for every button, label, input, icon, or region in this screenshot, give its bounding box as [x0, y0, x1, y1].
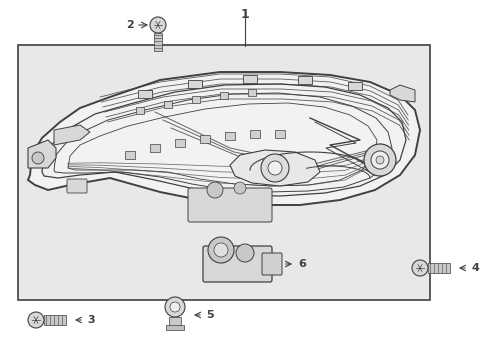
Polygon shape	[28, 72, 420, 205]
Bar	[248, 89, 256, 96]
Circle shape	[412, 260, 428, 276]
Bar	[166, 325, 184, 330]
Polygon shape	[230, 150, 320, 186]
FancyBboxPatch shape	[203, 246, 272, 282]
Bar	[243, 75, 257, 83]
Circle shape	[234, 182, 246, 194]
Polygon shape	[54, 125, 90, 145]
Circle shape	[376, 156, 384, 164]
Text: 6: 6	[298, 259, 306, 269]
Circle shape	[208, 237, 234, 263]
Circle shape	[371, 151, 389, 169]
Bar	[150, 144, 160, 152]
Circle shape	[150, 17, 166, 33]
Bar	[136, 107, 144, 114]
Bar	[192, 96, 200, 103]
Circle shape	[207, 182, 223, 198]
Circle shape	[261, 154, 289, 182]
Circle shape	[32, 152, 44, 164]
Text: 5: 5	[206, 310, 214, 320]
Text: 4: 4	[471, 263, 479, 273]
Bar	[164, 101, 172, 108]
Circle shape	[165, 297, 185, 317]
Bar	[428, 263, 450, 273]
Circle shape	[268, 161, 282, 175]
Bar	[188, 80, 202, 88]
Circle shape	[214, 243, 228, 257]
Bar	[125, 151, 135, 159]
Bar	[275, 130, 285, 138]
Bar	[138, 90, 152, 98]
Bar	[220, 92, 228, 99]
Bar	[225, 132, 235, 140]
Text: 2: 2	[126, 20, 134, 30]
FancyBboxPatch shape	[188, 188, 272, 222]
Polygon shape	[390, 85, 415, 102]
Bar	[348, 82, 362, 90]
Bar	[250, 130, 260, 138]
FancyBboxPatch shape	[262, 253, 282, 275]
FancyBboxPatch shape	[67, 179, 87, 193]
Text: 1: 1	[241, 8, 249, 21]
Bar	[175, 139, 185, 147]
Text: 3: 3	[87, 315, 95, 325]
Bar	[44, 315, 66, 325]
Circle shape	[28, 312, 44, 328]
Bar	[200, 135, 210, 143]
Bar	[298, 76, 312, 84]
Circle shape	[170, 302, 180, 312]
Circle shape	[236, 244, 254, 262]
Bar	[18, 45, 430, 300]
Polygon shape	[28, 140, 56, 168]
Circle shape	[364, 144, 396, 176]
Bar	[169, 317, 181, 327]
Bar	[154, 33, 162, 51]
